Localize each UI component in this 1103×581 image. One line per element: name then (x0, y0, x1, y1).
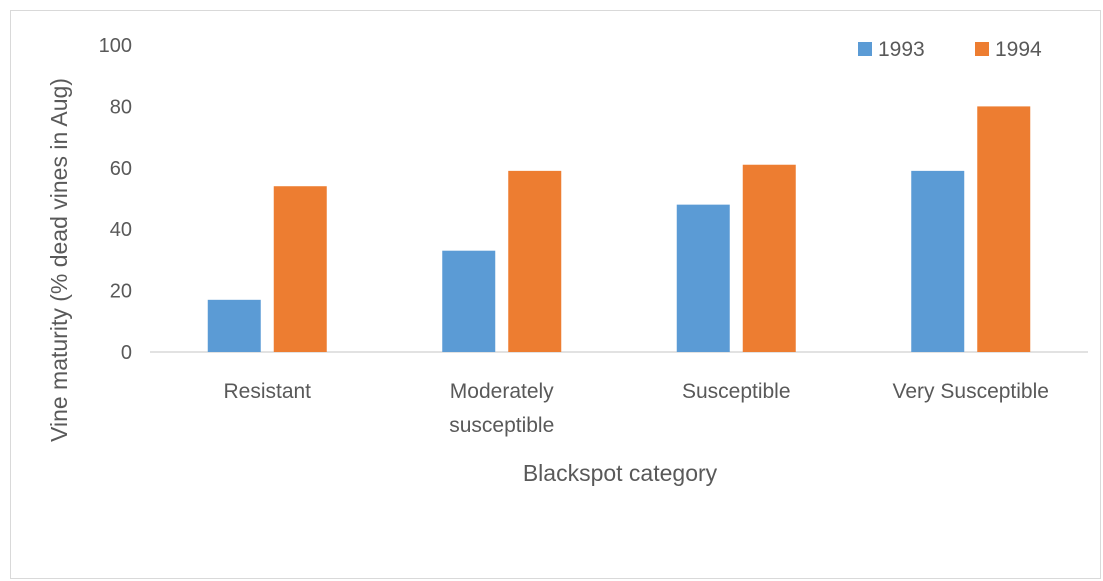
y-tick-label: 0 (121, 342, 132, 364)
bar-1993-0 (207, 299, 261, 352)
x-category-label: susceptible (449, 414, 554, 437)
legend-swatch-1994 (975, 42, 989, 56)
bar-1993-3 (911, 170, 965, 352)
legend: 1993 1994 (858, 38, 1042, 61)
bar-1993-2 (676, 204, 730, 352)
x-axis-title: Blackspot category (523, 460, 718, 486)
bar-1994-2 (742, 164, 796, 352)
y-axis-ticks: 0 20 40 60 80 100 (99, 35, 132, 364)
y-tick-label: 100 (99, 35, 132, 57)
bar-1994-1 (508, 170, 562, 352)
x-axis-category-labels: Resistant Moderately susceptible Susceptibl… (223, 380, 1048, 437)
legend-swatch-1993 (858, 42, 872, 56)
legend-label-1994: 1994 (995, 38, 1042, 61)
x-category-label: Resistant (223, 380, 311, 403)
y-tick-label: 60 (110, 158, 132, 180)
y-tick-label: 20 (110, 281, 132, 303)
x-category-label: Very Susceptible (893, 380, 1049, 403)
x-category-label: Moderately (450, 380, 554, 403)
bar-1993-1 (442, 250, 496, 352)
bars (207, 106, 1031, 353)
y-tick-label: 80 (110, 96, 132, 118)
legend-label-1993: 1993 (878, 38, 925, 61)
x-category-label: Susceptible (682, 380, 791, 403)
bar-1994-3 (977, 106, 1031, 353)
y-tick-label: 40 (110, 219, 132, 241)
y-axis-title: Vine maturity (% dead vines in Aug) (46, 78, 72, 442)
bar-1994-0 (273, 186, 327, 352)
